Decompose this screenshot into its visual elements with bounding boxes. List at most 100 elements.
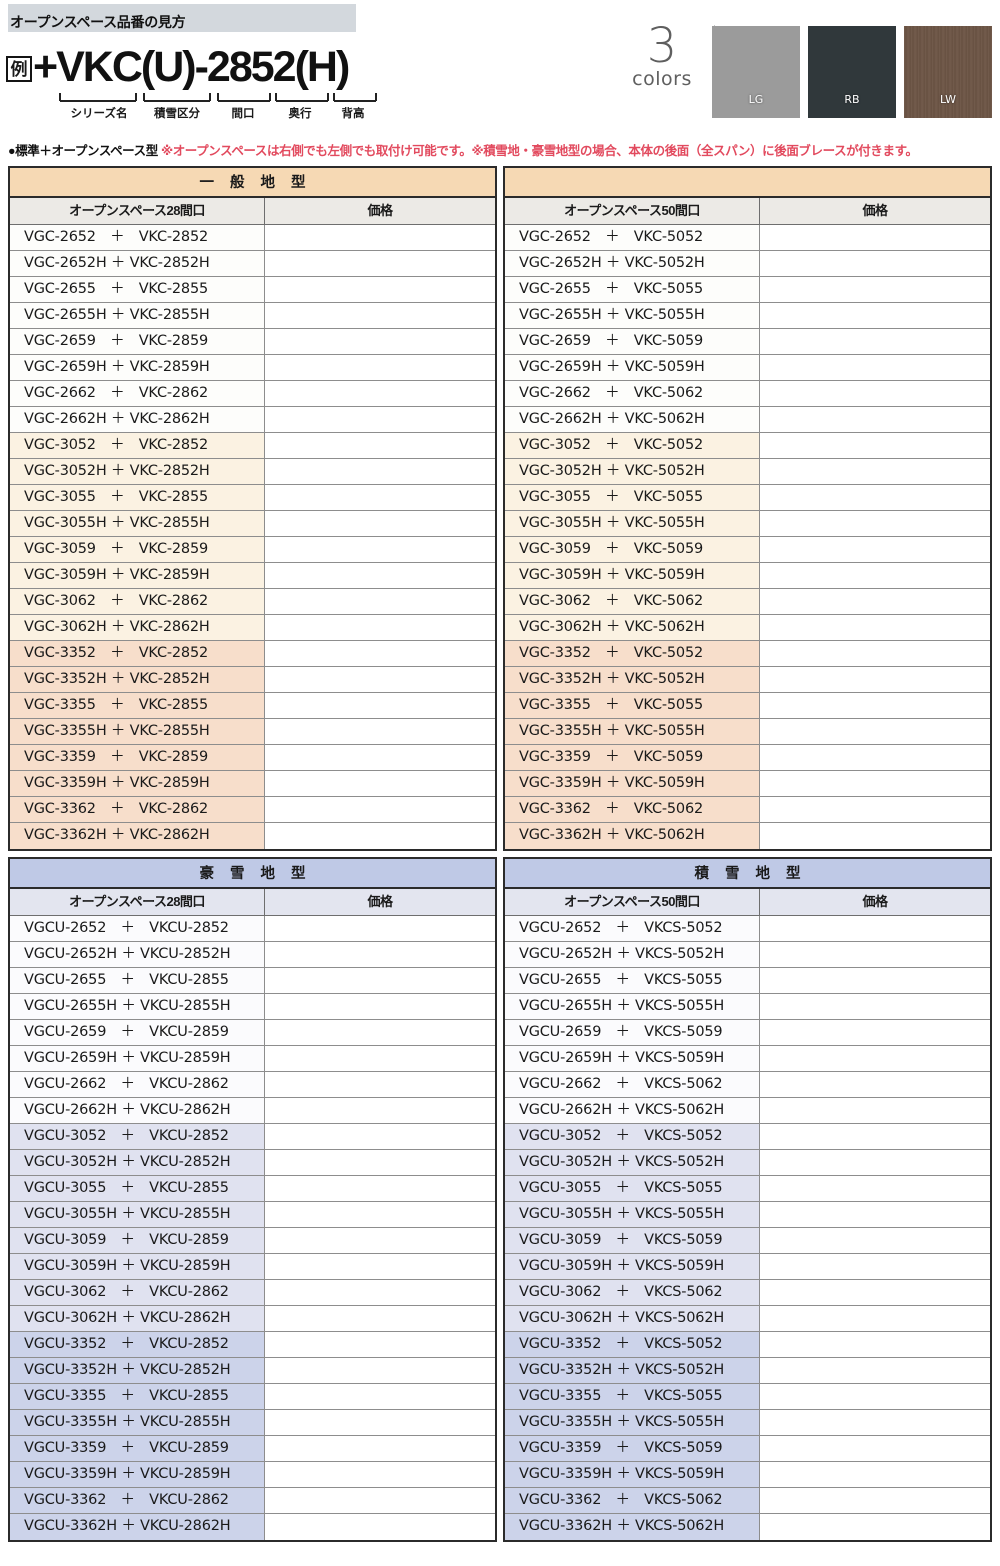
table-row[interactable]: VGCU-3362H ＋ VKCU-2862H (10, 1514, 495, 1540)
table-row[interactable]: VGCU-2652H ＋ VKCS-5052H (505, 942, 990, 968)
table-row[interactable]: VGCU-2655 ＋ VKCU-2855 (10, 968, 495, 994)
table-row[interactable]: VGCU-3059 ＋ VKCS-5059 (505, 1228, 990, 1254)
table-row[interactable]: VGC-3062 ＋ VKC-5062 (505, 589, 990, 615)
table-row[interactable]: VGC-3359 ＋ VKC-2859 (10, 745, 495, 771)
table-row[interactable]: VGCU-2662H ＋ VKCS-5062H (505, 1098, 990, 1124)
table-row[interactable]: VGC-3055 ＋ VKC-5055 (505, 485, 990, 511)
table-row[interactable]: VGC-3052 ＋ VKC-5052 (505, 433, 990, 459)
table-row[interactable]: VGCU-3052 ＋ VKCU-2852 (10, 1124, 495, 1150)
table-row[interactable]: VGC-3055H ＋ VKC-2855H (10, 511, 495, 537)
table-row[interactable]: VGC-2662H ＋ VKC-2862H (10, 407, 495, 433)
table-row[interactable]: VGCU-3362H ＋ VKCS-5062H (505, 1514, 990, 1540)
table-row[interactable]: VGC-3052 ＋ VKC-2852 (10, 433, 495, 459)
table-row[interactable]: VGC-2655H ＋ VKC-2855H (10, 303, 495, 329)
table-row[interactable]: VGC-3362 ＋ VKC-5062 (505, 797, 990, 823)
table-row[interactable]: VGC-2659 ＋ VKC-5059 (505, 329, 990, 355)
table-row[interactable]: VGC-3055 ＋ VKC-2855 (10, 485, 495, 511)
table-row[interactable]: VGCU-2652 ＋ VKCS-5052 (505, 916, 990, 942)
table-row[interactable]: VGC-3359H ＋ VKC-2859H (10, 771, 495, 797)
table-row[interactable]: VGC-3355 ＋ VKC-2855 (10, 693, 495, 719)
table-row[interactable]: VGC-3355H ＋ VKC-2855H (10, 719, 495, 745)
table-row[interactable]: VGCU-3359 ＋ VKCS-5059 (505, 1436, 990, 1462)
table-row[interactable]: VGCU-3062 ＋ VKCU-2862 (10, 1280, 495, 1306)
table-row[interactable]: VGCU-2662 ＋ VKCU-2862 (10, 1072, 495, 1098)
table-row[interactable]: VGCU-2659H ＋ VKCS-5059H (505, 1046, 990, 1072)
table-row[interactable]: VGC-2652 ＋ VKC-2852 (10, 225, 495, 251)
table-row[interactable]: VGC-3059H ＋ VKC-5059H (505, 563, 990, 589)
table-row[interactable]: VGC-3362H ＋ VKC-5062H (505, 823, 990, 849)
table-row[interactable]: VGCU-3352 ＋ VKCS-5052 (505, 1332, 990, 1358)
table-row[interactable]: VGCU-3362 ＋ VKCS-5062 (505, 1488, 990, 1514)
table-row[interactable]: VGC-2652H ＋ VKC-2852H (10, 251, 495, 277)
table-row[interactable]: VGC-2659H ＋ VKC-5059H (505, 355, 990, 381)
table-row[interactable]: VGCU-3055 ＋ VKCS-5055 (505, 1176, 990, 1202)
table-row[interactable]: VGC-3062H ＋ VKC-2862H (10, 615, 495, 641)
table-row[interactable]: VGCU-3062 ＋ VKCS-5062 (505, 1280, 990, 1306)
table-row[interactable]: VGC-3355H ＋ VKC-5055H (505, 719, 990, 745)
table-row[interactable]: VGCU-2662H ＋ VKCU-2862H (10, 1098, 495, 1124)
table-row[interactable]: VGC-3362H ＋ VKC-2862H (10, 823, 495, 849)
table-row[interactable]: VGC-2662H ＋ VKC-5062H (505, 407, 990, 433)
table-row[interactable]: VGCU-2655 ＋ VKCS-5055 (505, 968, 990, 994)
table-row[interactable]: VGCU-3352H ＋ VKCU-2852H (10, 1358, 495, 1384)
table-row[interactable]: VGCU-2655H ＋ VKCU-2855H (10, 994, 495, 1020)
table-row[interactable]: VGCU-3055 ＋ VKCU-2855 (10, 1176, 495, 1202)
table-row[interactable]: VGC-3052H ＋ VKC-2852H (10, 459, 495, 485)
table-row[interactable]: VGC-3352 ＋ VKC-5052 (505, 641, 990, 667)
table-row[interactable]: VGC-2659 ＋ VKC-2859 (10, 329, 495, 355)
table-row[interactable]: VGC-2662 ＋ VKC-5062 (505, 381, 990, 407)
table-row[interactable]: VGCU-3055H ＋ VKCS-5055H (505, 1202, 990, 1228)
table-row[interactable]: VGCU-3052H ＋ VKCU-2852H (10, 1150, 495, 1176)
table-row[interactable]: VGCU-3059 ＋ VKCU-2859 (10, 1228, 495, 1254)
table-row[interactable]: VGC-3062 ＋ VKC-2862 (10, 589, 495, 615)
table-row[interactable]: VGCU-3352H ＋ VKCS-5052H (505, 1358, 990, 1384)
table-row[interactable]: VGCU-2662 ＋ VKCS-5062 (505, 1072, 990, 1098)
table-row[interactable]: VGC-2659H ＋ VKC-2859H (10, 355, 495, 381)
table-row[interactable]: VGC-2662 ＋ VKC-2862 (10, 381, 495, 407)
table-row[interactable]: VGCU-3352 ＋ VKCU-2852 (10, 1332, 495, 1358)
color-swatch-lg[interactable]: LG (712, 26, 800, 118)
table-row[interactable]: VGCU-3355H ＋ VKCS-5055H (505, 1410, 990, 1436)
table-row[interactable]: VGC-3352H ＋ VKC-5052H (505, 667, 990, 693)
table-row[interactable]: VGCU-3052 ＋ VKCS-5052 (505, 1124, 990, 1150)
table-row[interactable]: VGC-3359 ＋ VKC-5059 (505, 745, 990, 771)
table-row[interactable]: VGCU-3355 ＋ VKCU-2855 (10, 1384, 495, 1410)
cell-price (265, 459, 495, 484)
table-row[interactable]: VGC-3352H ＋ VKC-2852H (10, 667, 495, 693)
table-row[interactable]: VGC-3059H ＋ VKC-2859H (10, 563, 495, 589)
table-row[interactable]: VGCU-3359 ＋ VKCU-2859 (10, 1436, 495, 1462)
table-row[interactable]: VGCU-3362 ＋ VKCU-2862 (10, 1488, 495, 1514)
table-row[interactable]: VGCU-3062H ＋ VKCU-2862H (10, 1306, 495, 1332)
table-row[interactable]: VGCU-3359H ＋ VKCS-5059H (505, 1462, 990, 1488)
table-row[interactable]: VGCU-2652H ＋ VKCU-2852H (10, 942, 495, 968)
table-row[interactable]: VGCU-2652 ＋ VKCU-2852 (10, 916, 495, 942)
table-row[interactable]: VGC-3362 ＋ VKC-2862 (10, 797, 495, 823)
table-row[interactable]: VGC-3359H ＋ VKC-5059H (505, 771, 990, 797)
table-row[interactable]: VGC-2652H ＋ VKC-5052H (505, 251, 990, 277)
table-row[interactable]: VGCU-2659 ＋ VKCU-2859 (10, 1020, 495, 1046)
table-row[interactable]: VGCU-2659 ＋ VKCS-5059 (505, 1020, 990, 1046)
color-swatch-rb[interactable]: RB (808, 26, 896, 118)
table-row[interactable]: VGC-2655 ＋ VKC-2855 (10, 277, 495, 303)
table-row[interactable]: VGC-3062H ＋ VKC-5062H (505, 615, 990, 641)
table-row[interactable]: VGC-3352 ＋ VKC-2852 (10, 641, 495, 667)
table-row[interactable]: VGCU-3062H ＋ VKCS-5062H (505, 1306, 990, 1332)
color-swatch-lw[interactable]: LW (904, 26, 992, 118)
table-row[interactable]: VGCU-3052H ＋ VKCS-5052H (505, 1150, 990, 1176)
table-row[interactable]: VGCU-3055H ＋ VKCU-2855H (10, 1202, 495, 1228)
table-row[interactable]: VGC-2655H ＋ VKC-5055H (505, 303, 990, 329)
table-row[interactable]: VGCU-3059H ＋ VKCU-2859H (10, 1254, 495, 1280)
table-row[interactable]: VGC-3055H ＋ VKC-5055H (505, 511, 990, 537)
table-row[interactable]: VGCU-3355H ＋ VKCU-2855H (10, 1410, 495, 1436)
table-row[interactable]: VGCU-3359H ＋ VKCU-2859H (10, 1462, 495, 1488)
table-row[interactable]: VGC-3355 ＋ VKC-5055 (505, 693, 990, 719)
table-row[interactable]: VGCU-3059H ＋ VKCS-5059H (505, 1254, 990, 1280)
table-row[interactable]: VGCU-2659H ＋ VKCU-2859H (10, 1046, 495, 1072)
table-row[interactable]: VGC-3059 ＋ VKC-5059 (505, 537, 990, 563)
table-row[interactable]: VGC-2652 ＋ VKC-5052 (505, 225, 990, 251)
table-row[interactable]: VGC-3052H ＋ VKC-5052H (505, 459, 990, 485)
table-row[interactable]: VGCU-3355 ＋ VKCS-5055 (505, 1384, 990, 1410)
table-row[interactable]: VGC-2655 ＋ VKC-5055 (505, 277, 990, 303)
table-row[interactable]: VGC-3059 ＋ VKC-2859 (10, 537, 495, 563)
table-row[interactable]: VGCU-2655H ＋ VKCS-5055H (505, 994, 990, 1020)
